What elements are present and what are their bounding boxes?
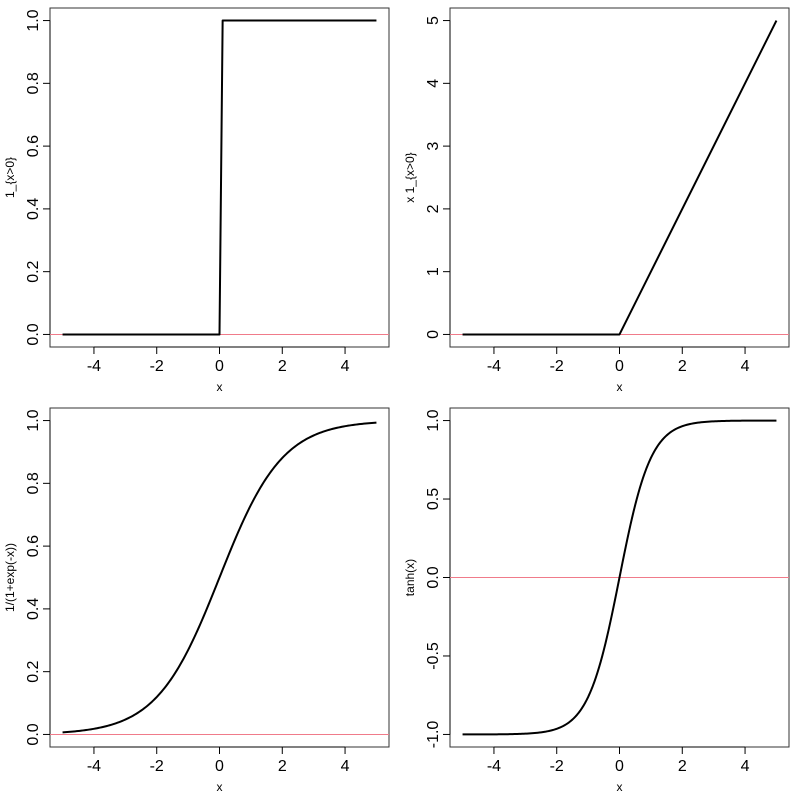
x-axis: -4 -2 0 2 4 x [87,346,350,394]
x-tick-label: 2 [678,758,687,775]
y-tick-label: 2 [425,204,442,213]
x-tick-label: 2 [278,358,287,375]
x-tick-label: -2 [150,758,164,775]
x-axis: -4 -2 0 2 4 x [487,746,750,794]
x-tick-label: 4 [341,358,350,375]
x-tick-label: 2 [278,758,287,775]
y-tick-label: 0.8 [25,72,42,94]
x-tick-label: -4 [87,758,101,775]
x-tick-label: -4 [487,358,501,375]
x-tick-label: 4 [741,758,750,775]
x-tick-label: -2 [150,358,164,375]
y-axis: 0 1 2 3 4 5 x 1_{x>0} [403,16,451,339]
y-tick-label: 1 [425,267,442,276]
y-tick-label: 0.0 [25,323,42,345]
y-tick-label: 0.4 [25,598,42,620]
y-tick-label: 0.5 [425,488,442,510]
function-curve [62,421,377,734]
x-axis-label: x [217,780,223,794]
y-axis: -1.0 -0.5 0.0 0.5 1.0 tanh(x) [403,409,451,749]
x-tick-label: 0 [215,358,224,375]
y-tick-label: 0.2 [25,260,42,282]
x-axis-label: x [617,780,623,794]
y-tick-label: 5 [425,16,442,25]
x-tick-label: -4 [487,758,501,775]
x-axis-label: x [617,380,623,394]
y-tick-label: 3 [425,142,442,151]
y-tick-label: 0.0 [425,566,442,588]
x-tick-label: 4 [341,758,350,775]
relu-panel: -4 -2 0 2 4 x 0 1 2 3 4 5 x 1_{x>0} [403,7,790,394]
plot-frame [449,7,790,348]
x-axis: -4 -2 0 2 4 x [487,346,750,394]
tanh-panel: -4 -2 0 2 4 x -1.0 -0.5 0.0 0.5 1.0 tanh(x) [403,407,790,794]
function-curve [462,20,778,336]
y-tick-label: 0.6 [25,535,42,557]
y-tick-label: 0.0 [25,723,42,745]
function-curve [62,19,377,336]
y-tick-label: 0.6 [25,135,42,157]
x-tick-label: -4 [87,358,101,375]
y-axis-label: 1_{x>0} [3,157,17,198]
x-tick-label: -2 [550,758,564,775]
step-panel: -4 -2 0 2 4 x 0.0 0.2 0.4 0.6 0.8 1.0 1_{x>0} [3,7,390,394]
x-tick-label: 4 [741,358,750,375]
x-tick-label: 0 [615,358,624,375]
y-axis-label: x 1_{x>0} [403,152,417,202]
sigmoid-panel: -4 -2 0 2 4 x 0.0 0.2 0.4 0.6 0.8 1.0 1/(1+exp(-x)) [3,407,390,794]
y-tick-label: -0.5 [425,642,442,670]
y-axis-label: 1/(1+exp(-x)) [3,543,17,612]
x-tick-label: -2 [550,358,564,375]
function-curve [462,419,777,736]
y-tick-label: 1.0 [25,409,42,431]
x-tick-label: 2 [678,358,687,375]
x-axis-label: x [217,380,223,394]
x-tick-label: 0 [215,758,224,775]
x-axis: -4 -2 0 2 4 x [87,746,350,794]
y-tick-label: 0.8 [25,472,42,494]
y-tick-label: 0 [425,330,442,339]
y-axis: 0.0 0.2 0.4 0.6 0.8 1.0 1_{x>0} [3,9,51,346]
y-tick-label: 0.4 [25,198,42,220]
x-tick-label: 0 [615,758,624,775]
y-tick-label: -1.0 [425,721,442,749]
y-tick-label: 0.2 [25,660,42,682]
y-tick-label: 1.0 [425,409,442,431]
y-tick-label: 4 [425,79,442,88]
y-axis-label: tanh(x) [403,559,417,596]
y-axis: 0.0 0.2 0.4 0.6 0.8 1.0 1/(1+exp(-x)) [3,409,51,746]
y-tick-label: 1.0 [25,9,42,31]
